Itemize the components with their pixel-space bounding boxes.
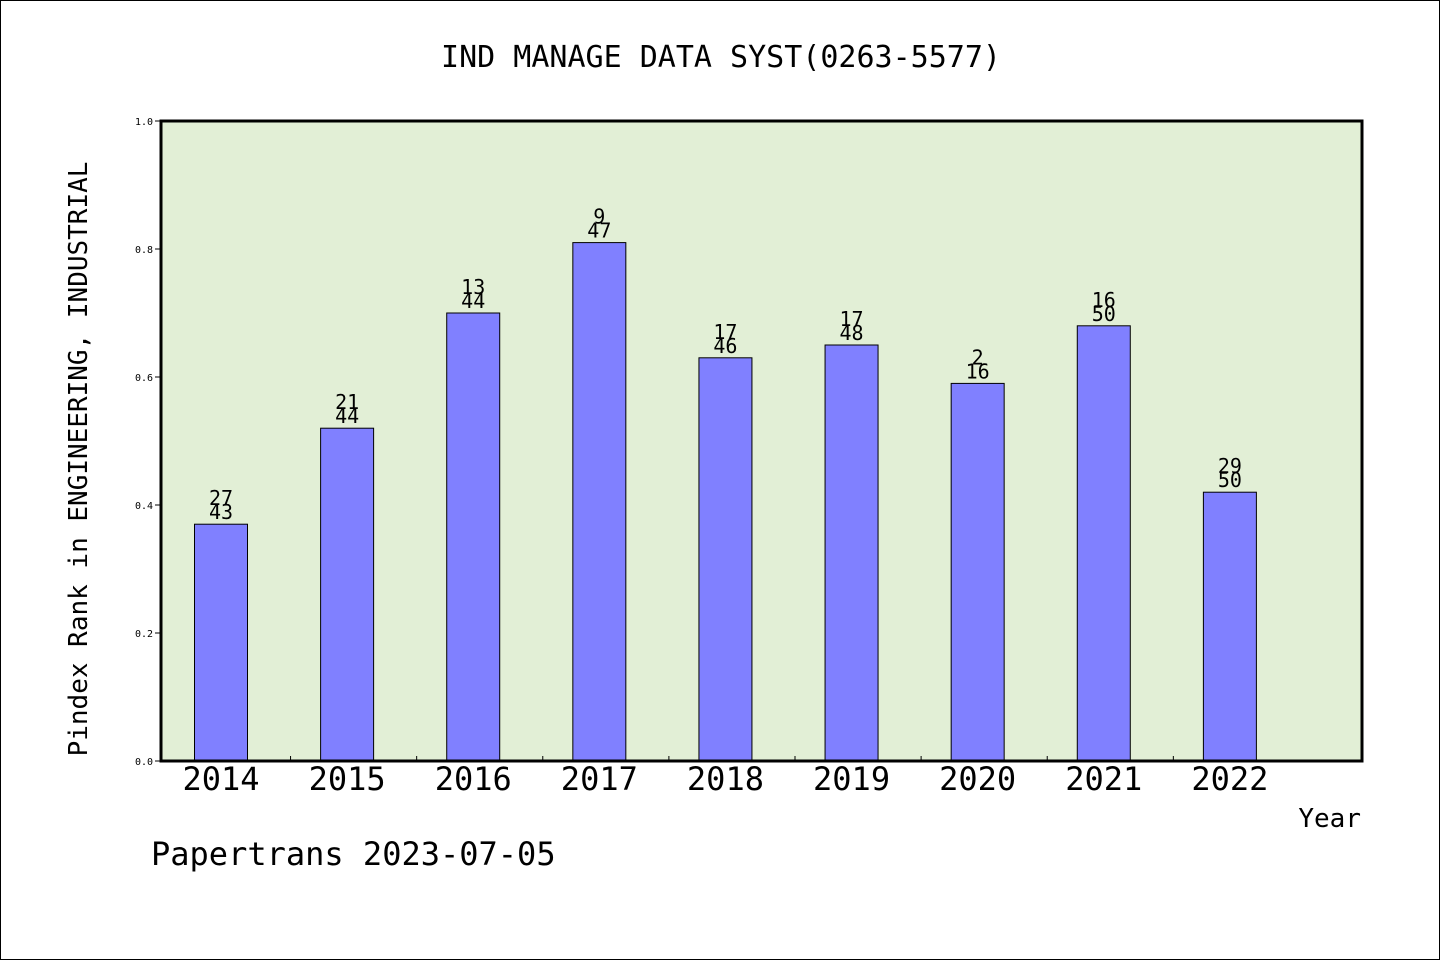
bar-2022 xyxy=(1202,491,1257,762)
bar-2017 xyxy=(572,242,627,762)
y-axis-label: Pindex Rank in ENGINEERING, INDUSTRIAL xyxy=(64,162,94,757)
bar-rank-label: 29 xyxy=(1218,454,1242,478)
x-axis-label: Year xyxy=(1298,804,1361,834)
bar-rank-label: 16 xyxy=(1092,288,1116,312)
x-tick-label: 2022 xyxy=(1191,760,1268,798)
y-tick-label: 1.0 xyxy=(135,117,153,128)
bar-total-label: 50 xyxy=(1218,468,1242,492)
x-tick-label: 2017 xyxy=(561,760,638,798)
bar-total-label: 43 xyxy=(209,500,233,524)
plot-border xyxy=(159,119,1364,763)
x-tick-label: 2020 xyxy=(939,760,1016,798)
bar-2015 xyxy=(320,427,375,762)
x-tick-label: 2015 xyxy=(309,760,386,798)
bar-total-label: 47 xyxy=(587,219,611,243)
x-tick-label: 2019 xyxy=(813,760,890,798)
bar-total-label: 48 xyxy=(840,321,864,345)
bar-2019 xyxy=(824,344,879,762)
bar-total-label: 16 xyxy=(966,359,990,383)
x-tick-label: 2018 xyxy=(687,760,764,798)
bar-total-label: 44 xyxy=(335,404,359,428)
bar-rank-label: 27 xyxy=(209,486,233,510)
y-tick-label: 0.6 xyxy=(135,373,153,384)
y-axis: 0.0 0.2 0.4 0.6 0.8 1.0 xyxy=(135,117,161,768)
bar-total-label: 44 xyxy=(461,289,485,313)
bar-rank-label: 17 xyxy=(713,320,737,344)
bar-2018 xyxy=(698,357,753,762)
x-tick-label: 2016 xyxy=(435,760,512,798)
bar-2014 xyxy=(194,523,248,762)
bar-rank-label: 17 xyxy=(840,307,864,331)
y-tick-label: 0.4 xyxy=(135,501,153,512)
bar-rank-label: 13 xyxy=(461,275,485,299)
y-tick-label: 0.0 xyxy=(135,757,153,768)
x-axis: 2014 2015 2016 2017 2018 2019 2020 2021 2022 xyxy=(182,756,1268,798)
bar-2020 xyxy=(950,382,1005,762)
bar-2021 xyxy=(1076,325,1131,762)
bar-total-label: 46 xyxy=(713,334,737,358)
x-tick-label: 2014 xyxy=(182,760,259,798)
bar-total-label: 50 xyxy=(1092,302,1116,326)
bars-group xyxy=(194,242,1257,762)
bar-rank-label: 9 xyxy=(593,205,605,229)
y-tick-label: 0.2 xyxy=(135,629,153,640)
x-tick-label: 2021 xyxy=(1065,760,1142,798)
bar-rank-label: 21 xyxy=(335,390,359,414)
y-tick-label: 0.8 xyxy=(135,245,153,256)
chart-title: IND MANAGE DATA SYST(0263-5577) xyxy=(441,40,1001,75)
bar-2016 xyxy=(446,312,501,762)
credit-text: Papertrans 2023-07-05 xyxy=(151,835,556,873)
bar-rank-label: 2 xyxy=(972,345,984,369)
